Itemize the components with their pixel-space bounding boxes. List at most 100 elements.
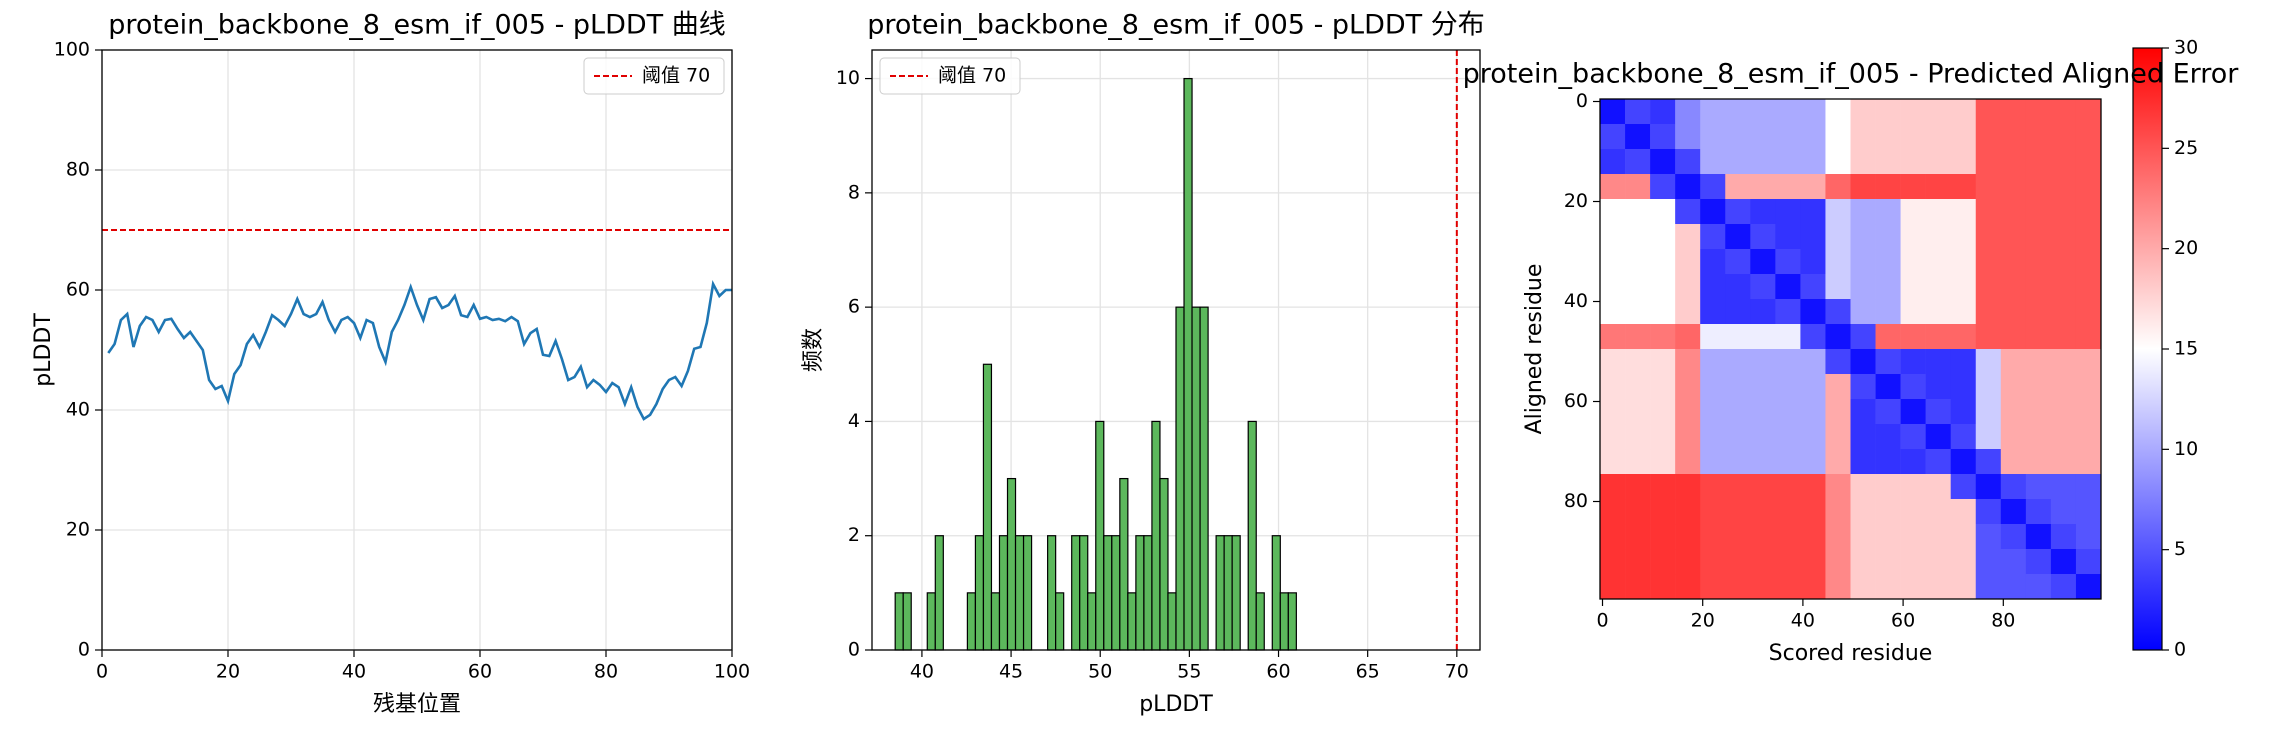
heat-cell — [1800, 399, 1826, 425]
hist-bar — [1223, 535, 1233, 651]
heat-cell — [1775, 424, 1801, 450]
heat-cell — [1900, 499, 1926, 525]
heat-cell — [1800, 499, 1826, 525]
hist-bar — [1175, 306, 1185, 651]
heat-cell — [1975, 499, 2002, 525]
heat-cell — [1600, 499, 1626, 525]
heat-cell — [1950, 299, 1977, 325]
heat-cell — [1950, 449, 1977, 475]
heat-cell — [1775, 224, 1801, 250]
heat-cell — [1825, 249, 1851, 275]
heat-cell — [1825, 549, 1851, 575]
heat-cell — [1800, 224, 1826, 250]
heat-cell — [2050, 524, 2077, 550]
heat-cell — [1750, 224, 1776, 250]
heat-cell — [2075, 174, 2102, 200]
heat-cell — [1850, 349, 1876, 375]
x-tick-label: 20 — [216, 661, 240, 683]
heat-cell — [1650, 449, 1676, 475]
heat-cell — [1925, 149, 1951, 175]
heat-cell — [1825, 124, 1851, 150]
heat-cell — [1700, 449, 1726, 475]
colorbar-tick-label: 20 — [2174, 237, 2198, 259]
hist-bar — [1095, 420, 1105, 651]
heat-cell — [1775, 199, 1801, 225]
heat-cell — [1975, 149, 2002, 175]
heat-cell — [2000, 249, 2027, 275]
colorbar — [2132, 47, 2163, 651]
heat-cell — [1625, 174, 1651, 200]
heat-cell — [1850, 574, 1876, 600]
heat-cell — [1725, 399, 1751, 425]
heat-cell — [1925, 324, 1951, 350]
heat-cell — [1750, 299, 1776, 325]
heat-cell — [2075, 124, 2102, 150]
heat-cell — [1875, 324, 1901, 350]
heat-cell — [2000, 449, 2027, 475]
heat-cell — [1625, 424, 1651, 450]
heat-cell — [2025, 449, 2052, 475]
heat-cell — [1800, 274, 1826, 300]
heat-cell — [2050, 299, 2077, 325]
heat-cell — [1775, 399, 1801, 425]
heat-cell — [1625, 349, 1651, 375]
y-tick-label: 10 — [836, 67, 860, 89]
heat-cell — [1950, 524, 1977, 550]
heat-cell — [1600, 199, 1626, 225]
heat-cell — [2025, 374, 2052, 400]
heat-cell — [1625, 199, 1651, 225]
heat-cell — [1750, 374, 1776, 400]
heat-cell — [1800, 299, 1826, 325]
hist-bar — [990, 592, 1001, 651]
heat-cell — [2075, 199, 2102, 225]
legend-box — [583, 57, 725, 95]
heat-cell — [1750, 149, 1776, 175]
heat-cell — [1600, 349, 1626, 375]
y-tick-label: 100 — [54, 39, 90, 61]
heat-cell — [1650, 299, 1676, 325]
heat-cell — [1825, 199, 1851, 225]
heat-cell — [1725, 124, 1751, 150]
heat-cell — [1975, 299, 2002, 325]
x-tick-label: 65 — [1356, 661, 1380, 683]
y-tick-label: 80 — [66, 159, 90, 181]
heat-cell — [1675, 124, 1701, 150]
y-tick-label: 60 — [1564, 390, 1588, 412]
heat-cell — [1925, 349, 1951, 375]
heat-cell — [1750, 399, 1776, 425]
heat-cell — [2050, 249, 2077, 275]
heat-cell — [1900, 399, 1926, 425]
heat-cell — [1600, 549, 1626, 575]
heat-cell — [1725, 474, 1751, 500]
heat-cell — [1900, 449, 1926, 475]
x-axis-label: Scored residue — [1769, 641, 1933, 666]
heat-cell — [1675, 249, 1701, 275]
heat-cell — [1850, 549, 1876, 575]
heat-cell — [1650, 249, 1676, 275]
y-tick-label: 0 — [848, 639, 860, 661]
heat-cell — [1975, 424, 2002, 450]
heat-cell — [1950, 574, 1977, 600]
y-tick-label: 40 — [66, 399, 90, 421]
heat-cell — [1825, 374, 1851, 400]
heat-cell — [2050, 549, 2077, 575]
heat-cell — [1900, 299, 1926, 325]
heat-cell — [1650, 149, 1676, 175]
heat-cell — [2050, 449, 2077, 475]
x-tick-label: 80 — [1991, 610, 2015, 632]
heat-cell — [1900, 174, 1926, 200]
heat-cell — [1725, 174, 1751, 200]
heat-cell — [1725, 349, 1751, 375]
heat-cell — [1850, 224, 1876, 250]
heat-cell — [1825, 224, 1851, 250]
heat-cell — [1800, 149, 1826, 175]
hist-bar — [982, 363, 993, 651]
heat-cell — [1875, 474, 1901, 500]
heat-cell — [1975, 174, 2002, 200]
heat-cell — [1975, 374, 2002, 400]
heat-cell — [2075, 574, 2102, 600]
y-tick-label: 2 — [848, 524, 860, 546]
heat-cell — [1950, 99, 1977, 125]
y-tick-label: 20 — [1564, 190, 1588, 212]
heat-cell — [2025, 399, 2052, 425]
